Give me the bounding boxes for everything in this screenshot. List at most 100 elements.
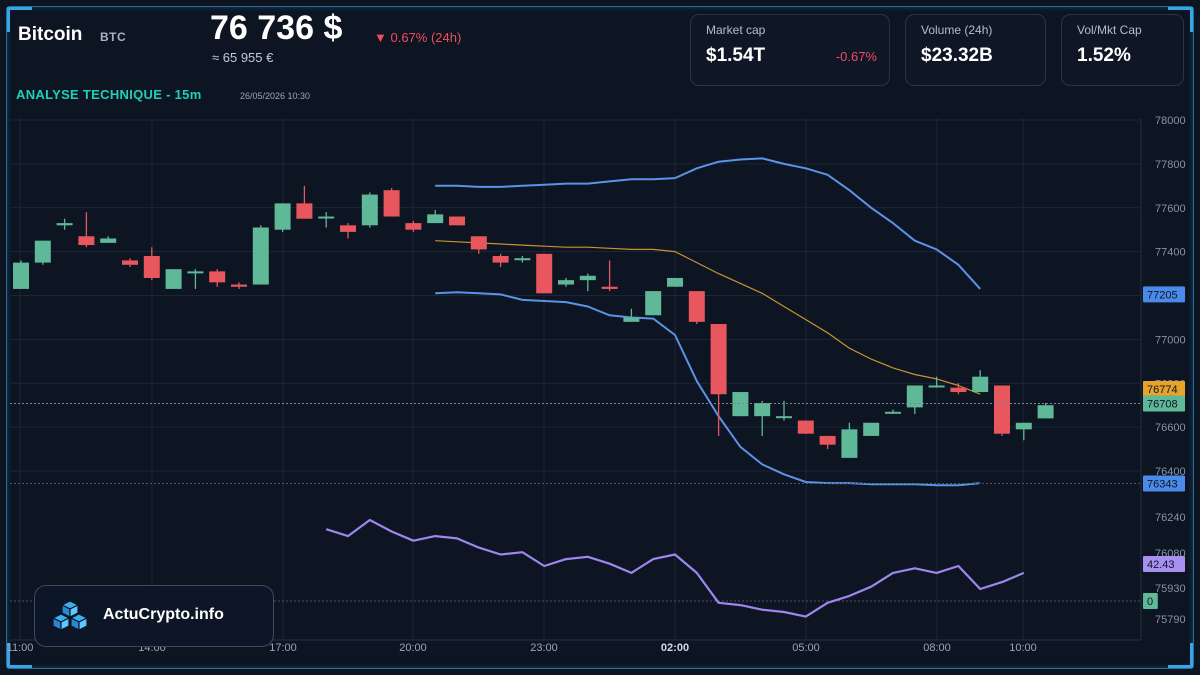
stat-value: $23.32B [921, 45, 993, 66]
middle-band-badge-text: 76774 [1147, 384, 1178, 396]
candle [841, 422, 858, 458]
candle [994, 385, 1010, 436]
upper-band-badge-text: 77205 [1147, 289, 1178, 301]
x-tick-label: 23:00 [530, 642, 558, 654]
candle-body [470, 236, 487, 250]
y-tick-label: 76600 [1155, 422, 1186, 434]
candle-body [209, 271, 226, 283]
rsi-badge-text: 42.43 [1147, 559, 1175, 571]
stat-label: Vol/Mkt Cap [1077, 23, 1142, 37]
candle-body [296, 203, 313, 219]
candle-body [361, 194, 378, 226]
candle [78, 212, 95, 248]
candle [819, 435, 836, 450]
candle [623, 308, 640, 322]
stat-value: $1.54T [706, 45, 766, 66]
frame-corner [7, 7, 32, 32]
lower-band-badge-text: 76343 [1147, 479, 1178, 491]
candle-body [906, 385, 923, 408]
x-tick-label: 11:00 [7, 642, 34, 654]
candle-body [231, 284, 247, 287]
x-tick-label: 05:00 [792, 642, 820, 654]
candle [885, 409, 901, 414]
candle-body [13, 262, 29, 289]
candle-body [950, 387, 967, 393]
candle-body [340, 225, 356, 232]
candle-body [187, 271, 204, 274]
candle [667, 277, 683, 287]
x-tick-label: 08:00 [923, 642, 951, 654]
candle-body [405, 223, 422, 230]
candle [732, 392, 749, 417]
x-tick-label: 20:00 [399, 642, 427, 654]
lower-band-badge: 76343 [1143, 475, 1185, 492]
rsi-line [325, 518, 1025, 618]
candle [863, 422, 880, 436]
candle [579, 273, 596, 292]
candle [143, 247, 160, 281]
candle [100, 236, 117, 243]
candle [13, 260, 29, 289]
candle [972, 370, 989, 393]
last-price-badge: 76708 [1143, 395, 1185, 412]
candle-body [536, 253, 553, 294]
candle-body [1037, 405, 1054, 419]
brand-badge[interactable]: ActuCrypto.info [34, 585, 274, 647]
rsi-badge: 42.43 [1143, 556, 1185, 572]
candle [383, 188, 400, 217]
candle-body [754, 403, 771, 417]
candle [776, 400, 792, 421]
candle [688, 291, 705, 325]
coin-symbol: BTC [100, 30, 127, 44]
candle [536, 253, 553, 294]
stat-value: 1.52% [1077, 45, 1131, 66]
candle [645, 291, 662, 316]
y-tick-label: 77000 [1155, 334, 1186, 346]
candle-body [710, 324, 727, 395]
candle-body [885, 411, 901, 414]
candle [558, 277, 574, 287]
candle-body [688, 291, 705, 322]
candle-body [732, 392, 749, 417]
candle-body [383, 190, 400, 217]
candle [470, 236, 487, 254]
candle-body [579, 275, 596, 281]
stat-label: Market cap [706, 23, 766, 37]
candle [797, 420, 814, 434]
coin-name: Bitcoin [18, 24, 83, 45]
x-tick-label: 02:00 [661, 642, 689, 654]
candle-body [252, 227, 269, 285]
candle-body [972, 376, 989, 393]
candle-body [34, 240, 51, 263]
zero-badge: 0 [1143, 593, 1158, 609]
stat-change: -0.67% [835, 49, 877, 64]
upper-band-badge: 77205 [1143, 286, 1185, 303]
candle-body [819, 435, 836, 445]
candle-body [165, 269, 182, 289]
lower-band-badge-bg [1143, 475, 1185, 492]
candle-body [863, 422, 880, 436]
candle [754, 400, 771, 436]
bollinger-middle-line [435, 240, 981, 395]
candle [449, 216, 465, 226]
candle [361, 192, 378, 228]
candle-body [841, 429, 858, 458]
candle [165, 269, 182, 289]
rsi-badge-bg [1143, 556, 1185, 572]
rsi-tick-label: 76240 [1155, 512, 1186, 524]
candle-body [645, 291, 662, 316]
bollinger-lower-line [435, 291, 981, 487]
y-tick-label: 76400 [1155, 466, 1186, 478]
frame-corner [7, 643, 32, 668]
cubes-logo-icon [51, 600, 89, 631]
stat-volume: Volume (24h) $23.32B [905, 14, 1046, 86]
candle [1015, 422, 1032, 441]
candle-body [56, 223, 73, 226]
y-tick-label: 78000 [1155, 115, 1186, 127]
bollinger-upper-line [435, 157, 981, 290]
x-tick-label: 17:00 [269, 642, 297, 654]
candle-body [994, 385, 1010, 434]
analysis-title: ANALYSE TECHNIQUE - 15m [16, 87, 202, 102]
candle [56, 218, 73, 230]
